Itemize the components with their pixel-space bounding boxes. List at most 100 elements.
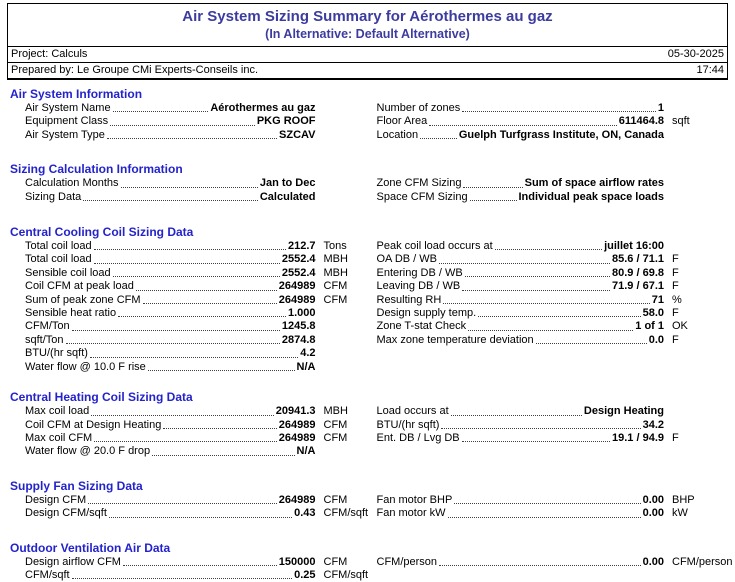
- project-label: Project: Calculs: [11, 48, 88, 60]
- field-unit: [664, 191, 728, 204]
- field-label: Zone CFM Sizing: [376, 177, 462, 190]
- field-unit: [664, 177, 728, 190]
- leader-dots: [106, 138, 278, 140]
- report-section: Sizing Calculation Information Calculatio…: [7, 163, 728, 204]
- field-label: Design airflow CFM: [25, 555, 121, 568]
- field-label: BTU/(hr sqft): [25, 347, 88, 360]
- field-unit: CFM: [323, 493, 348, 506]
- field-value: PKG ROOF: [256, 115, 316, 128]
- leader-dots: [112, 111, 209, 113]
- data-row: BTU/(hr sqft) 4.2: [25, 347, 368, 360]
- section-column-right: CFM/person 0.00 CFM/person: [368, 555, 733, 582]
- field-label: Floor Area: [376, 115, 428, 128]
- leader-dots: [110, 124, 255, 126]
- report-header-box: Air System Sizing Summary for Aérotherme…: [7, 3, 728, 80]
- leader-dots: [112, 276, 280, 278]
- field-label: OA DB / WB: [376, 253, 438, 266]
- field-unit: [664, 240, 728, 253]
- prepared-by-label: Prepared by: Le Groupe CMi Experts-Conse…: [11, 64, 258, 76]
- field-unit: CFM: [323, 431, 348, 444]
- field-unit: [316, 102, 368, 115]
- data-row: Fan motor BHP 0.00 BHP: [377, 494, 729, 507]
- leader-dots: [108, 516, 293, 518]
- field-label: Leaving DB / WB: [376, 280, 461, 293]
- report-date: 05-30-2025: [667, 48, 724, 60]
- field-label: Total coil load: [25, 253, 92, 266]
- field-unit: [664, 405, 728, 418]
- field-label: Total coil load: [25, 240, 92, 253]
- leader-dots: [464, 276, 610, 278]
- page-subtitle: (In Alternative: Default Alternative): [265, 27, 470, 41]
- field-label: Coil CFM at Design Heating: [25, 418, 162, 431]
- data-row: Floor Area 611464.8 sqft: [377, 115, 729, 128]
- field-value: Design Heating: [583, 405, 664, 418]
- field-unit: F: [672, 266, 679, 279]
- field-value: 264989: [278, 493, 316, 506]
- field-unit: [316, 334, 368, 347]
- section-column-left: Design CFM 264989 CFM Design CFM/sqft 0.43 CF…: [7, 494, 368, 521]
- leader-dots: [122, 564, 277, 566]
- data-row: CFM/Ton 1245.8: [25, 320, 368, 333]
- field-label: Design CFM: [25, 493, 87, 506]
- data-row: Sizing Data Calculated: [25, 191, 368, 204]
- leader-dots: [463, 186, 523, 188]
- field-value: 85.6 / 71.1: [612, 253, 664, 266]
- field-unit: CFM/sqft: [323, 507, 369, 520]
- field-label: Sizing Data: [25, 190, 82, 203]
- field-unit: [664, 419, 728, 432]
- field-label: Load occurs at: [376, 405, 449, 418]
- field-value: 58.0: [642, 307, 664, 320]
- data-row: Total coil load 212.7 Tons: [25, 240, 368, 253]
- field-label: Fan motor BHP: [376, 493, 453, 506]
- section-title: Air System Information: [10, 87, 143, 101]
- section-title: Outdoor Ventilation Air Data: [10, 540, 171, 555]
- report-section: Central Cooling Coil Sizing Data Total co…: [7, 226, 728, 374]
- data-row: Calculation Months Jan to Dec: [25, 177, 368, 190]
- section-title: Supply Fan Sizing Data: [10, 478, 143, 493]
- field-label: Number of zones: [376, 102, 461, 114]
- data-row: Water flow @ 20.0 F drop N/A: [25, 445, 368, 458]
- field-value: 264989: [278, 280, 316, 293]
- field-unit: CFM: [323, 293, 348, 306]
- section-columns: Calculation Months Jan to Dec Sizing Data C…: [7, 177, 728, 204]
- field-value: 0.00: [642, 493, 664, 506]
- report-time: 17:44: [696, 64, 724, 76]
- field-value: 264989: [278, 431, 316, 444]
- leader-dots: [439, 262, 610, 264]
- leader-dots: [454, 503, 641, 505]
- report-section: Supply Fan Sizing Data Design CFM 264989 CF…: [7, 478, 729, 521]
- section-column-right: Fan motor BHP 0.00 BHP Fan motor kW 0.00 kW: [368, 494, 729, 521]
- data-row: Design CFM/sqft 0.43 CFM/sqft: [25, 507, 368, 520]
- section-title: Central Heating Coil Sizing Data: [10, 390, 193, 405]
- leader-dots: [71, 329, 280, 331]
- field-label: Entering DB / WB: [376, 266, 463, 279]
- data-row: Max coil load 20941.3 MBH: [25, 405, 368, 418]
- field-label: CFM/person: [376, 555, 438, 568]
- data-row: Peak coil load occurs at juillet 16:00: [377, 240, 729, 253]
- report-section: Outdoor Ventilation Air Data Design airfl…: [7, 540, 733, 582]
- leader-dots: [429, 124, 617, 126]
- leader-dots: [118, 316, 286, 318]
- field-value: 4.2: [300, 347, 316, 360]
- field-value: 0.00: [642, 507, 664, 520]
- field-unit: CFM: [323, 418, 348, 431]
- field-unit: [316, 445, 368, 458]
- leader-dots: [468, 329, 634, 331]
- leader-dots: [94, 441, 277, 443]
- field-value: 1245.8: [281, 320, 316, 333]
- leader-dots: [71, 578, 293, 580]
- section-column-left: Total coil load 212.7 Tons Total coil load 2…: [7, 240, 368, 374]
- leader-dots: [439, 564, 641, 566]
- data-row: Air System Type SZCAV: [25, 129, 368, 142]
- data-row: Max zone temperature deviation 0.0 F: [377, 334, 729, 347]
- leader-dots: [65, 343, 280, 345]
- leader-dots: [147, 370, 295, 372]
- field-label: Design supply temp.: [376, 307, 477, 320]
- field-unit: MBH: [323, 253, 348, 266]
- report-section: Central Heating Coil Sizing Data Max coil…: [7, 391, 728, 459]
- section-column-left: Calculation Months Jan to Dec Sizing Data C…: [7, 177, 368, 204]
- section-column-right: Peak coil load occurs at juillet 16:00 OA …: [368, 240, 729, 374]
- field-value: 0.00: [642, 555, 664, 568]
- field-unit: kW: [672, 507, 688, 520]
- data-row: Design CFM 264989 CFM: [25, 494, 368, 507]
